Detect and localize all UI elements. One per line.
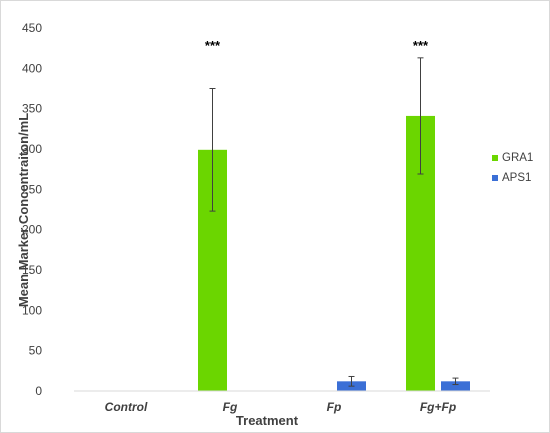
y-tick-label: 50 bbox=[29, 344, 43, 358]
y-tick-label: 0 bbox=[35, 384, 42, 398]
x-axis-title: Treatment bbox=[236, 413, 299, 428]
y-tick-label: 400 bbox=[22, 61, 42, 75]
y-tick-label: 450 bbox=[22, 21, 42, 35]
y-tick-label: 300 bbox=[22, 142, 42, 156]
x-axis-ticks: Control Fg Fp Fg+Fp bbox=[105, 400, 456, 414]
y-axis-ticks: 0 50 100 150 200 250 300 350 400 450 bbox=[22, 21, 42, 398]
x-tick-label: Control bbox=[105, 400, 148, 414]
y-tick-label: 250 bbox=[22, 182, 42, 196]
significance-marker: *** bbox=[413, 38, 429, 53]
legend-swatch bbox=[492, 155, 498, 161]
x-tick-label: Fg+Fp bbox=[420, 400, 456, 414]
bars bbox=[198, 115, 470, 391]
legend-label: APS1 bbox=[502, 172, 531, 184]
legend: GRA1 APS1 bbox=[492, 152, 533, 184]
bar-aps1 bbox=[441, 381, 470, 391]
x-tick-label: Fg bbox=[223, 400, 238, 414]
y-axis-title: Mean Marker Concentraiton/mL bbox=[16, 113, 31, 307]
y-tick-label: 150 bbox=[22, 263, 42, 277]
legend-label: GRA1 bbox=[502, 152, 533, 164]
y-tick-label: 200 bbox=[22, 223, 42, 237]
y-tick-label: 100 bbox=[22, 303, 42, 317]
significance-marker: *** bbox=[205, 38, 221, 53]
y-tick-label: 350 bbox=[22, 102, 42, 116]
x-tick-label: Fp bbox=[327, 400, 342, 414]
significance-annotations: *** *** bbox=[205, 38, 429, 53]
legend-swatch bbox=[492, 175, 498, 181]
error-bars bbox=[105, 57, 459, 392]
